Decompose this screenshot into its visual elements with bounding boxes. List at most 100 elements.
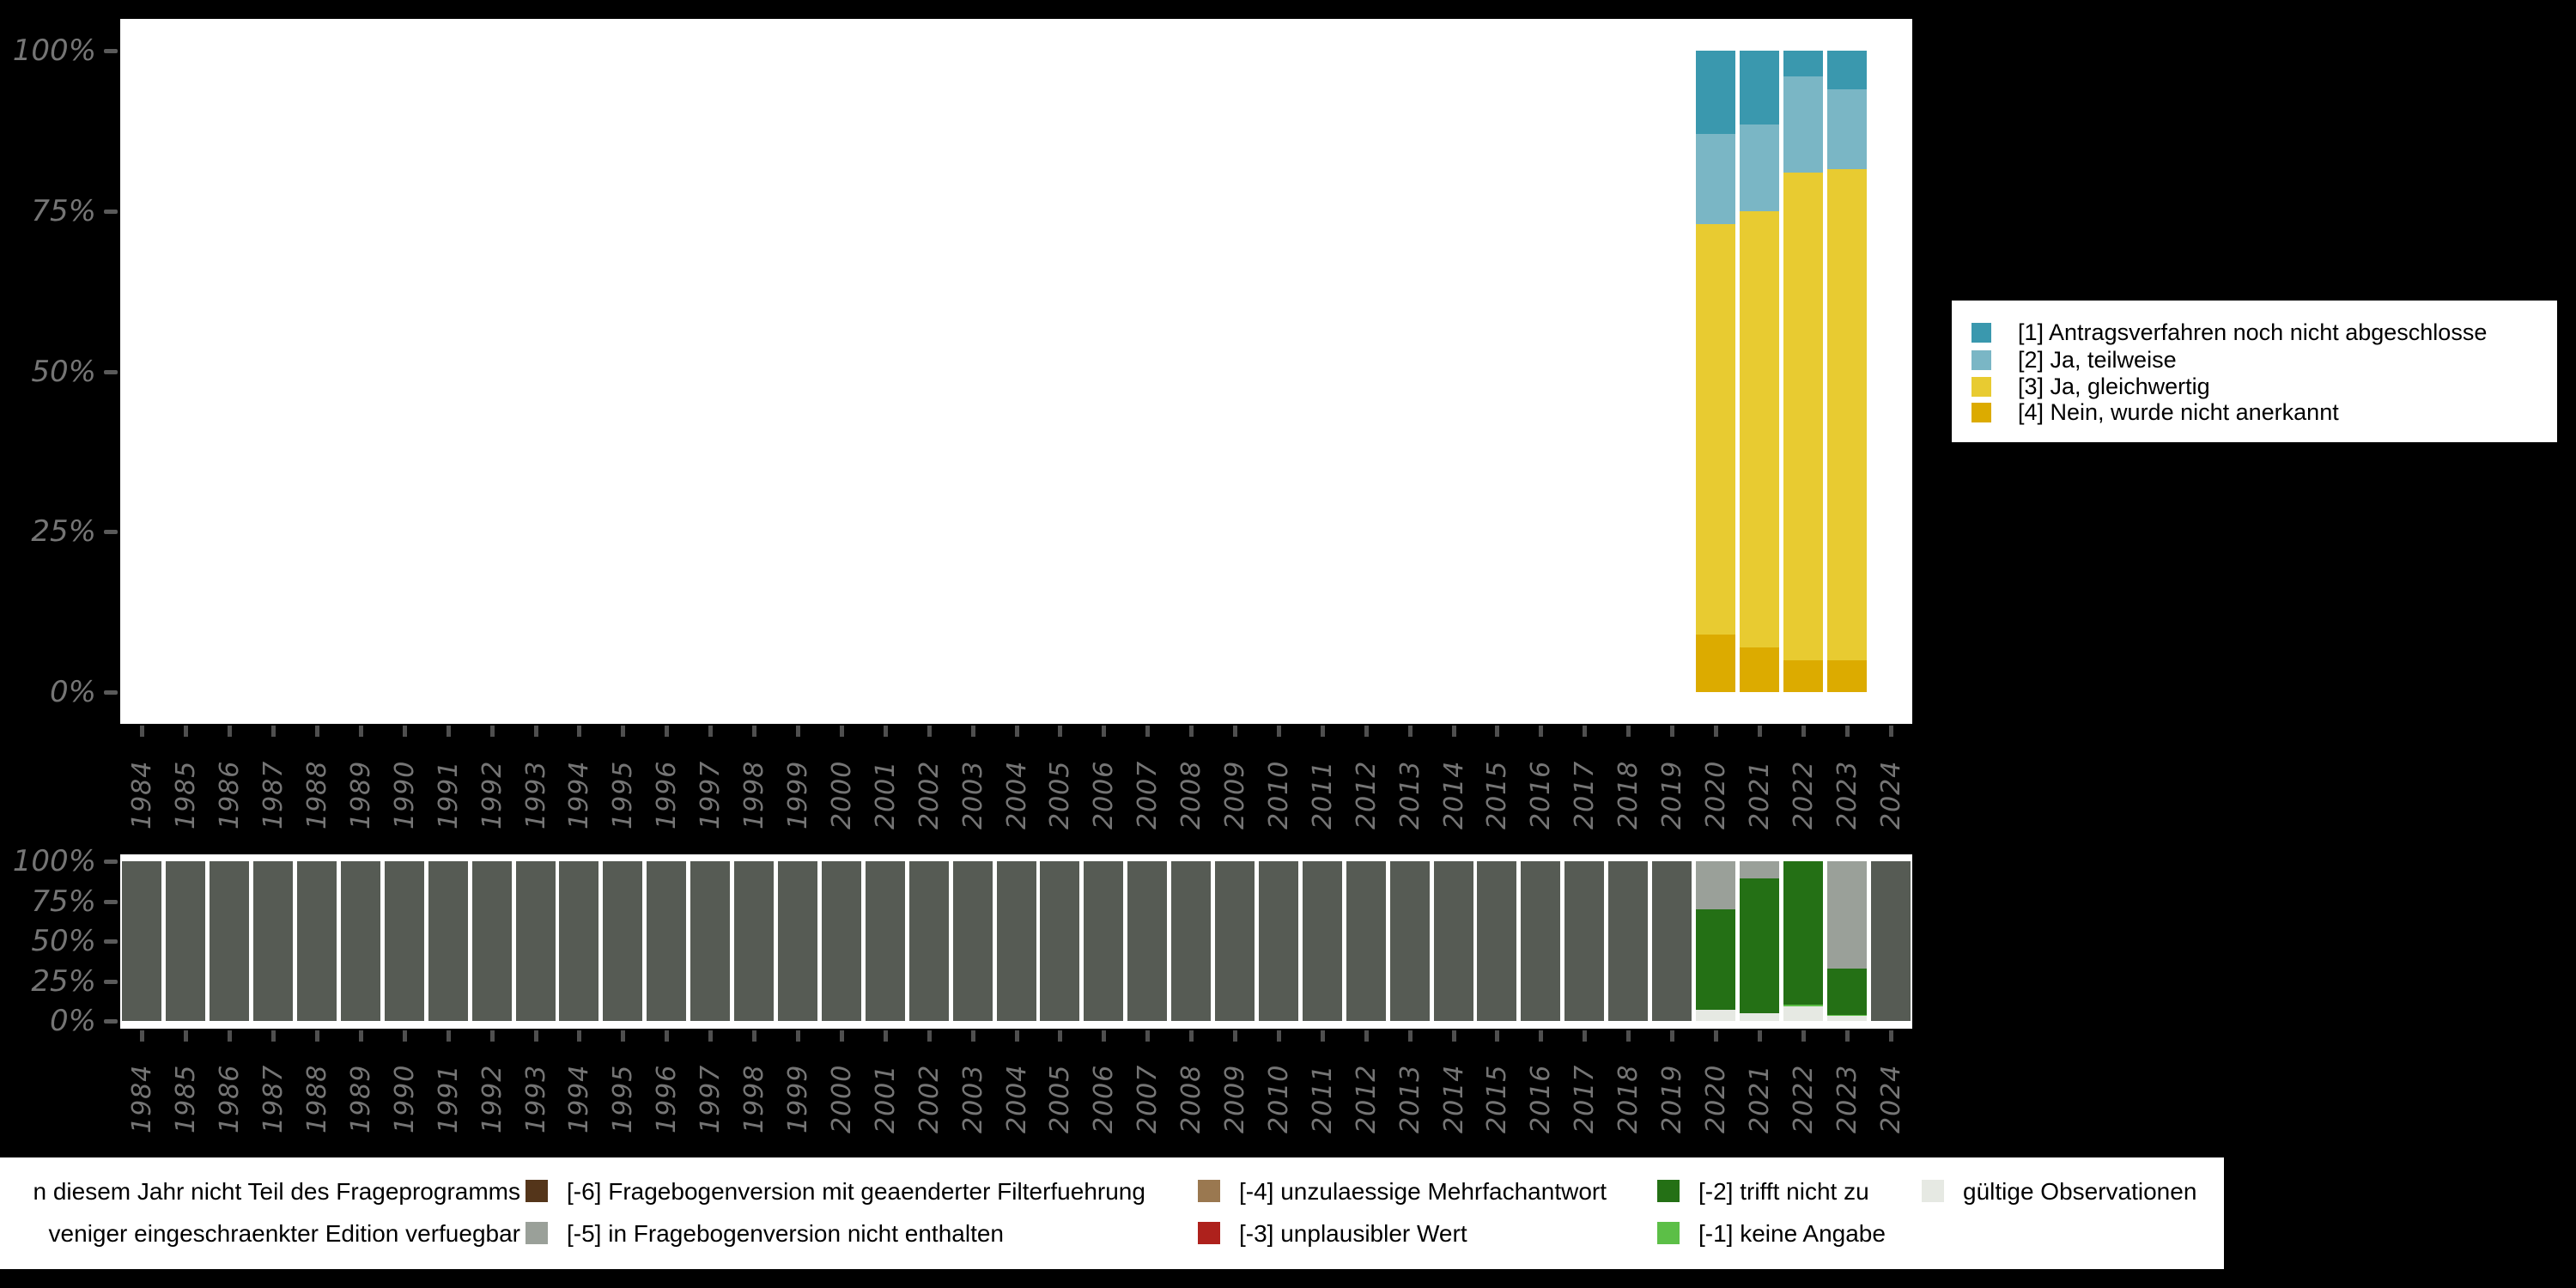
x-axis-year-label: 1991 xyxy=(433,1064,464,1133)
x-axis-tick-mark xyxy=(970,1030,975,1042)
bar-segment xyxy=(253,861,294,1021)
x-axis-year-label: 2002 xyxy=(914,760,945,829)
legend-key-swatch xyxy=(1922,1180,1944,1202)
bar-segment xyxy=(1826,169,1867,660)
x-axis-tick-mark xyxy=(795,726,800,737)
bar-segment xyxy=(1258,861,1298,1021)
x-axis-year-label: 1996 xyxy=(652,1064,683,1133)
x-axis-year-label: 2017 xyxy=(1570,760,1601,829)
x-axis-tick-mark xyxy=(1626,1030,1631,1042)
bar-segment xyxy=(428,861,468,1021)
bar-segment xyxy=(1826,659,1867,692)
x-axis-tick-mark xyxy=(927,726,932,737)
x-axis-year-label: 2008 xyxy=(1176,760,1207,829)
x-axis-year-label: 1992 xyxy=(477,1064,507,1133)
x-axis-tick-mark xyxy=(1670,1030,1675,1042)
bar-segment xyxy=(996,861,1036,1021)
bar-segment xyxy=(1783,1005,1823,1007)
x-axis-year-label: 1985 xyxy=(171,1064,202,1133)
x-axis-year-label: 2016 xyxy=(1526,760,1557,829)
bar-segment xyxy=(908,861,949,1021)
x-axis-tick-mark xyxy=(1539,1030,1544,1042)
y-axis-tick-label: 25% xyxy=(31,514,96,550)
bar-segment xyxy=(952,861,993,1021)
x-axis-tick-mark xyxy=(1233,1030,1237,1042)
x-axis-year-label: 2002 xyxy=(914,1064,945,1133)
x-axis-tick-mark xyxy=(533,726,538,737)
x-axis-year-label: 2003 xyxy=(957,760,988,829)
bar-segment xyxy=(1389,861,1430,1021)
x-axis-year-label: 1997 xyxy=(696,1064,726,1133)
bar-segment xyxy=(340,861,380,1021)
x-axis-tick-mark xyxy=(752,1030,757,1042)
bar-segment xyxy=(1826,51,1867,89)
x-axis-tick-mark xyxy=(839,726,844,737)
bar-segment xyxy=(1739,878,1779,1013)
legend-key-swatch xyxy=(1971,323,1991,343)
y-axis-tick-mark xyxy=(104,690,118,695)
bar-segment xyxy=(1477,861,1517,1021)
x-axis-tick-mark xyxy=(533,1030,538,1042)
x-axis-tick-mark xyxy=(621,1030,626,1042)
x-axis-year-label: 1998 xyxy=(739,760,770,829)
x-axis-year-label: 2018 xyxy=(1613,1064,1644,1133)
bar-segment xyxy=(1826,1014,1867,1017)
legend-item-label: [-4] unzulaessige Mehrfachantwort xyxy=(1239,1178,1607,1205)
x-axis-year-label: 1997 xyxy=(696,760,726,829)
x-axis-year-label: 2020 xyxy=(1700,760,1731,829)
x-axis-year-label: 2000 xyxy=(826,760,857,829)
x-axis-tick-mark xyxy=(315,1030,320,1042)
bar-segment xyxy=(515,861,556,1021)
x-axis-tick-mark xyxy=(402,1030,407,1042)
bar-segment xyxy=(1826,88,1867,170)
x-axis-tick-mark xyxy=(1583,1030,1588,1042)
x-axis-tick-mark xyxy=(883,1030,888,1042)
bar-segment xyxy=(1695,634,1735,692)
legend-item-label: [4] Nein, wurde nicht anerkannt xyxy=(2018,399,2339,425)
legend-item-label: gültige Observationen xyxy=(1963,1178,2197,1205)
x-axis-year-label: 2010 xyxy=(1263,1064,1294,1133)
x-axis-year-label: 2008 xyxy=(1176,1064,1207,1133)
x-axis-year-label: 1990 xyxy=(389,760,420,829)
x-axis-tick-mark xyxy=(446,1030,451,1042)
x-axis-tick-mark xyxy=(883,726,888,737)
legend-key-swatch xyxy=(1198,1180,1220,1202)
x-axis-year-label: 2006 xyxy=(1089,1064,1120,1133)
bar-segment xyxy=(1739,647,1779,692)
bar-segment xyxy=(1739,861,1779,879)
x-axis-tick-mark xyxy=(1670,726,1675,737)
bar-segment xyxy=(1826,861,1867,969)
bar-segment xyxy=(1783,76,1823,173)
x-axis-year-label: 1986 xyxy=(215,1064,246,1133)
legend-key-swatch xyxy=(1971,350,1991,370)
x-axis-tick-mark xyxy=(446,726,451,737)
bar-segment xyxy=(1171,861,1212,1021)
x-axis-year-label: 2019 xyxy=(1657,760,1688,829)
x-axis-tick-mark xyxy=(1713,726,1718,737)
bar-segment xyxy=(297,861,337,1021)
x-axis-tick-mark xyxy=(1539,726,1544,737)
legend-key-swatch xyxy=(1971,377,1991,397)
bar-segment xyxy=(1783,659,1823,692)
legend-item-label-clipped: n diesem Jahr nicht Teil des Frageprogra… xyxy=(33,1178,520,1205)
legend-item-label: [-5] in Fragebogenversion nicht enthalte… xyxy=(567,1220,1004,1247)
x-axis-tick-mark xyxy=(1844,726,1850,737)
x-axis-year-label: 2013 xyxy=(1394,760,1425,829)
top-legend: [1] Antragsverfahren noch nicht abgeschl… xyxy=(1952,301,2557,442)
legend-item-label: [-2] trifft nicht zu xyxy=(1698,1178,1869,1205)
x-axis-year-label: 1984 xyxy=(127,760,158,829)
x-axis-tick-mark xyxy=(1102,1030,1107,1042)
x-axis-year-label: 1987 xyxy=(258,760,289,829)
x-axis-tick-mark xyxy=(1320,1030,1325,1042)
x-axis-tick-mark xyxy=(708,726,714,737)
x-axis-year-label: 2004 xyxy=(1001,760,1032,829)
bar-segment xyxy=(1739,51,1779,125)
x-axis-tick-mark xyxy=(228,726,233,737)
bar-segment xyxy=(1783,1006,1823,1021)
x-axis-tick-mark xyxy=(1451,1030,1456,1042)
bar-segment xyxy=(1433,861,1473,1021)
x-axis-tick-mark xyxy=(1014,726,1019,737)
y-axis-tick-mark xyxy=(104,1019,118,1024)
x-axis-year-label: 2014 xyxy=(1438,760,1469,829)
bar-segment xyxy=(1826,1016,1867,1021)
